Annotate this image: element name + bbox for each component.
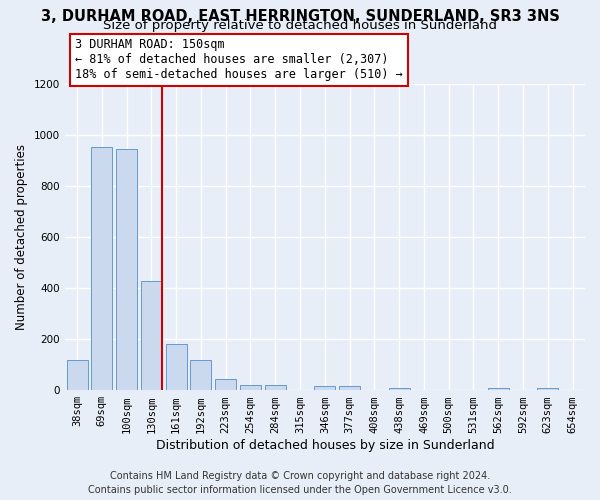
- Bar: [265, 385, 286, 390]
- Bar: [389, 388, 410, 390]
- Bar: [339, 386, 360, 390]
- Text: Contains HM Land Registry data © Crown copyright and database right 2024.
Contai: Contains HM Land Registry data © Crown c…: [88, 471, 512, 495]
- Bar: [190, 360, 211, 390]
- Bar: [166, 344, 187, 390]
- Text: 3 DURHAM ROAD: 150sqm
← 81% of detached houses are smaller (2,307)
18% of semi-d: 3 DURHAM ROAD: 150sqm ← 81% of detached …: [75, 38, 403, 82]
- Bar: [116, 150, 137, 390]
- Y-axis label: Number of detached properties: Number of detached properties: [15, 144, 28, 330]
- Bar: [240, 385, 261, 390]
- Text: Size of property relative to detached houses in Sunderland: Size of property relative to detached ho…: [103, 19, 497, 32]
- Bar: [215, 379, 236, 390]
- Bar: [91, 147, 112, 390]
- Bar: [314, 386, 335, 390]
- Bar: [538, 388, 559, 390]
- Bar: [67, 360, 88, 390]
- Bar: [488, 388, 509, 390]
- X-axis label: Distribution of detached houses by size in Sunderland: Distribution of detached houses by size …: [155, 440, 494, 452]
- Text: 3, DURHAM ROAD, EAST HERRINGTON, SUNDERLAND, SR3 3NS: 3, DURHAM ROAD, EAST HERRINGTON, SUNDERL…: [41, 9, 559, 24]
- Bar: [141, 281, 162, 390]
